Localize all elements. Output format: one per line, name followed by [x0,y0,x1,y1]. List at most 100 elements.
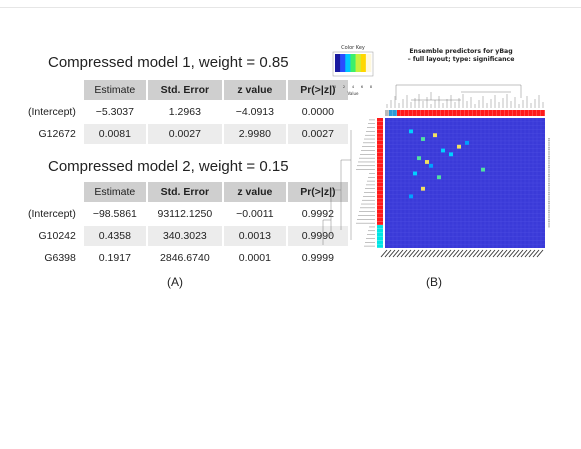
column-side-color [445,110,449,116]
column-side-color [413,110,417,116]
column-label-mark [528,249,536,258]
column-side-color [497,110,501,116]
row-side-color [377,179,383,183]
row-dendrogram [322,119,375,247]
column-side-color [421,110,425,116]
column-side-color [417,110,421,116]
heatmap-figure: Color Key 0 2 4 6 8 Value Ensemble predictor… [322,45,550,258]
row-side-color [377,118,383,122]
column-label-mark [496,249,504,258]
column-side-color [393,110,397,116]
table-header-row: Estimate Std. Error z value Pr(>|z|) [22,182,348,202]
color-key: Color Key 0 2 4 6 8 Value [332,45,374,96]
column-label-mark [468,249,476,258]
highlight-cell [421,137,425,141]
column-side-color [537,110,541,116]
column-side-color [409,110,413,116]
row-side-color [377,221,383,225]
column-label-mark [396,249,404,258]
row-side-color [377,232,383,237]
row-side-color [377,183,383,187]
color-key-swatch [350,54,356,72]
heatmap-title-line-1: Ensemble predictors for yBag [409,48,512,55]
cell-estimate: 0.0081 [83,124,146,144]
color-key-tick-label: 8 [370,85,372,89]
cell-z-value: 0.0013 [223,226,286,246]
column-label-mark [400,249,408,258]
column-side-color [433,110,437,116]
column-label-mark [484,249,492,258]
header-p-value: Pr(>|z|) [287,80,348,100]
column-label-mark [408,249,416,258]
row-name: G10242 [38,230,76,242]
row-side-color [377,121,383,126]
column-label-mark [524,249,532,258]
row-side-color [377,140,383,145]
header-std-error: Std. Error [147,80,222,100]
column-side-color [437,110,441,116]
color-key-swatch [340,54,346,72]
column-label-mark [512,249,520,258]
column-label-mark [480,249,488,258]
column-side-color [385,110,389,116]
color-key-gradient [335,54,372,72]
row-side-color [377,194,383,199]
column-side-color [509,110,513,116]
cell-p-value: 0.9992 [301,208,334,220]
row-side-color [377,156,383,160]
header-estimate: Estimate [83,80,146,100]
column-side-color [405,110,409,116]
column-side-color [521,110,525,116]
highlight-cell [449,152,453,157]
row-side-color [377,129,383,134]
column-label-mark [464,249,472,258]
row-side-color [377,217,383,222]
column-side-color [389,110,393,116]
header-blank [22,80,82,100]
cell-std-error: 340.3023 [147,226,222,246]
dendrogram-branch [395,84,522,101]
highlight-cell [417,156,421,161]
row-side-color [377,228,383,233]
header-z-value: z value [223,80,286,100]
highlight-cell [413,171,417,176]
cell-std-error: 1.2963 [168,106,201,118]
column-label-mark [424,249,432,258]
table-row: (Intercept) −5.3037 1.2963 −4.0913 0.000… [22,102,348,122]
row-side-color [377,137,383,141]
cell-p-value: 0.9999 [301,252,334,264]
cell-z-value: −4.0913 [235,106,274,118]
row-side-color [377,240,383,244]
highlight-cell [425,160,429,164]
column-side-color [481,110,485,116]
row-side-color [377,133,383,137]
column-side-color [529,110,533,116]
highlight-cell [441,148,445,153]
column-label-mark [392,249,400,258]
column-label-mark [500,249,508,258]
model-2-table: Estimate Std. Error z value Pr(>|z|) (In… [20,180,350,270]
column-label-mark [492,249,500,258]
column-label-mark [476,249,484,258]
color-key-axis-label: Value [348,91,360,96]
column-label-mark [388,249,396,258]
column-label-mark [380,249,388,258]
column-side-color [525,110,529,116]
column-side-color [473,110,477,116]
column-label-mark [460,249,468,258]
row-side-color [377,152,383,157]
cell-z-value: −0.0011 [236,208,274,220]
column-label-mark [412,249,420,258]
column-side-color [397,110,401,116]
color-key-swatch [335,54,341,72]
column-side-colors [385,110,545,116]
heatmap-highlight-cells [409,129,485,199]
color-key-tick-label: 2 [343,85,345,89]
column-label-mark [428,249,436,258]
model-1-table: Estimate Std. Error z value Pr(>|z|) (In… [20,78,350,146]
color-key-tick-label: 6 [361,85,363,89]
dendrogram-branch [322,130,352,245]
column-label-mark [536,249,544,258]
row-side-color [377,225,383,229]
header-std-error: Std. Error [147,182,222,202]
